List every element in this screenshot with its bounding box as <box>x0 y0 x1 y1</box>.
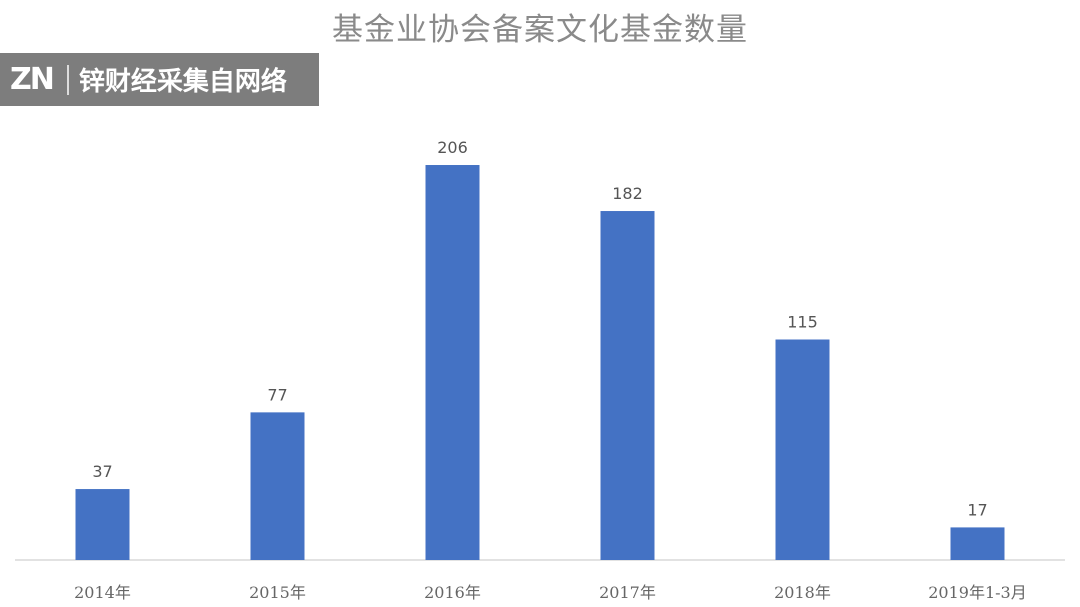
watermark-banner: ZN 锌财经采集自网络 <box>0 53 319 106</box>
bar-4 <box>775 339 830 560</box>
x-tick-label: 2018年 <box>774 583 831 602</box>
data-label: 17 <box>967 500 987 519</box>
bar-3 <box>600 211 655 560</box>
watermark-divider <box>66 64 69 95</box>
data-label: 77 <box>267 385 287 404</box>
data-label: 206 <box>437 138 468 157</box>
x-tick-label: 2014年 <box>74 583 131 602</box>
data-label: 37 <box>92 462 112 481</box>
x-tick-label: 2017年 <box>599 583 656 602</box>
x-tick-label: 2016年 <box>424 583 481 602</box>
bar-5 <box>950 527 1005 560</box>
bar-2 <box>425 165 480 560</box>
watermark-logo: ZN <box>10 62 55 97</box>
watermark-text: 锌财经采集自网络 <box>78 67 287 97</box>
bar-1 <box>250 412 305 560</box>
x-tick-label: 2019年1-3月 <box>928 583 1027 602</box>
x-tick-label: 2015年 <box>249 583 306 602</box>
data-label: 115 <box>787 313 818 332</box>
bar-0 <box>75 489 130 560</box>
data-label: 182 <box>612 184 643 203</box>
chart-title: 基金业协会备案文化基金数量 <box>332 12 748 48</box>
